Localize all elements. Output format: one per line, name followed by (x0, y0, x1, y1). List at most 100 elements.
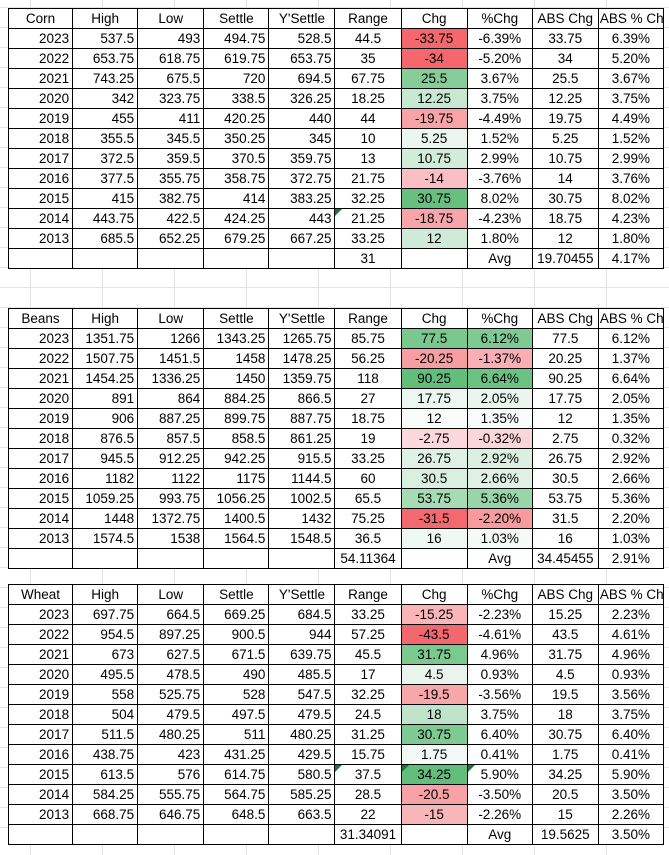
range-cell[interactable]: 13 (334, 148, 402, 169)
chg-cell[interactable]: 1.75 (400, 744, 468, 765)
chg-cell[interactable]: 31.75 (400, 644, 468, 665)
range-cell[interactable]: 45.5 (334, 644, 402, 665)
abschg-cell[interactable]: 5.25 (531, 128, 599, 149)
low-cell[interactable]: 1336.25 (137, 368, 205, 389)
abschg-cell[interactable]: 34 (531, 48, 599, 69)
column-header[interactable]: Range (334, 8, 402, 29)
year-cell[interactable]: 2013 (7, 228, 74, 249)
column-header[interactable]: Y'Settle (268, 308, 336, 329)
abspctchg-cell[interactable]: 4.49% (597, 108, 665, 129)
settle-cell[interactable]: 1400.5 (203, 508, 270, 529)
chg-cell[interactable]: -2.75 (400, 428, 468, 449)
abschg-cell[interactable]: 17.75 (531, 388, 599, 409)
avg-abspctchg-cell[interactable]: 4.17% (597, 248, 665, 269)
abspctchg-cell[interactable]: 1.80% (597, 228, 665, 249)
empty-cell[interactable] (72, 548, 139, 569)
pctchg-cell[interactable]: -4.61% (466, 624, 533, 645)
abspctchg-cell[interactable]: 4.61% (597, 624, 665, 645)
table-title-cell[interactable]: Beans (7, 308, 74, 329)
table-title-cell[interactable]: Wheat (7, 584, 74, 605)
chg-cell[interactable]: 30.75 (400, 724, 468, 745)
year-cell[interactable]: 2022 (7, 624, 74, 645)
settle-cell[interactable]: 648.5 (203, 804, 270, 825)
chg-cell[interactable]: 17.75 (400, 388, 468, 409)
low-cell[interactable]: 355.75 (137, 168, 205, 189)
ysettle-cell[interactable]: 372.75 (268, 168, 336, 189)
column-header[interactable]: %Chg (466, 8, 533, 29)
chg-cell[interactable]: 90.25 (400, 368, 468, 389)
pctchg-cell[interactable]: 5.36% (466, 488, 533, 509)
chg-cell[interactable]: -14 (400, 168, 468, 189)
settle-cell[interactable]: 564.75 (203, 784, 270, 805)
high-cell[interactable]: 372.5 (72, 148, 139, 169)
year-cell[interactable]: 2022 (7, 48, 74, 69)
column-header[interactable]: Chg (400, 308, 468, 329)
pctchg-cell[interactable]: 2.05% (466, 388, 533, 409)
abspctchg-cell[interactable]: 8.02% (597, 188, 665, 209)
ysettle-cell[interactable]: 1359.75 (268, 368, 336, 389)
settle-cell[interactable]: 679.25 (203, 228, 270, 249)
low-cell[interactable]: 345.5 (137, 128, 205, 149)
settle-cell[interactable]: 884.25 (203, 388, 270, 409)
settle-cell[interactable]: 720 (203, 68, 270, 89)
column-header[interactable]: Low (137, 8, 205, 29)
year-cell[interactable]: 2015 (7, 188, 74, 209)
ysettle-cell[interactable]: 429.5 (268, 744, 336, 765)
pctchg-cell[interactable]: -3.76% (466, 168, 533, 189)
year-cell[interactable]: 2021 (7, 644, 74, 665)
high-cell[interactable]: 443.75 (72, 208, 139, 229)
abspctchg-cell[interactable]: 2.99% (597, 148, 665, 169)
high-cell[interactable]: 697.75 (72, 604, 139, 625)
empty-cell[interactable] (203, 824, 270, 845)
abspctchg-cell[interactable]: 4.96% (597, 644, 665, 665)
abspctchg-cell[interactable]: 3.76% (597, 168, 665, 189)
year-cell[interactable]: 2021 (7, 68, 74, 89)
abspctchg-cell[interactable]: 3.75% (597, 704, 665, 725)
pctchg-cell[interactable]: 6.40% (466, 724, 533, 745)
low-cell[interactable]: 1451.5 (137, 348, 205, 369)
pctchg-cell[interactable]: 4.96% (466, 644, 533, 665)
abspctchg-cell[interactable]: 6.40% (597, 724, 665, 745)
abschg-cell[interactable]: 19.75 (531, 108, 599, 129)
abschg-cell[interactable]: 43.5 (531, 624, 599, 645)
settle-cell[interactable]: 1343.25 (203, 328, 270, 349)
chg-cell[interactable]: -31.5 (400, 508, 468, 529)
abspctchg-cell[interactable]: 5.20% (597, 48, 665, 69)
settle-cell[interactable]: 424.25 (203, 208, 270, 229)
chg-cell[interactable]: -20.25 (400, 348, 468, 369)
ysettle-cell[interactable]: 944 (268, 624, 336, 645)
empty-cell[interactable] (268, 824, 336, 845)
abschg-cell[interactable]: 33.75 (531, 28, 599, 49)
year-cell[interactable]: 2019 (7, 684, 74, 705)
settle-cell[interactable]: 1175 (203, 468, 270, 489)
settle-cell[interactable]: 431.25 (203, 744, 270, 765)
ysettle-cell[interactable]: 694.5 (268, 68, 336, 89)
low-cell[interactable]: 480.25 (137, 724, 205, 745)
settle-cell[interactable]: 528 (203, 684, 270, 705)
range-cell[interactable]: 32.25 (334, 684, 402, 705)
chg-cell[interactable]: -15.25 (400, 604, 468, 625)
pctchg-cell[interactable]: -3.50% (466, 784, 533, 805)
chg-cell[interactable]: 5.25 (400, 128, 468, 149)
ysettle-cell[interactable]: 663.5 (268, 804, 336, 825)
ysettle-cell[interactable]: 866.5 (268, 388, 336, 409)
column-header[interactable]: Range (334, 308, 402, 329)
range-cell[interactable]: 10 (334, 128, 402, 149)
low-cell[interactable]: 493 (137, 28, 205, 49)
chg-cell[interactable]: 10.75 (400, 148, 468, 169)
low-cell[interactable]: 323.75 (137, 88, 205, 109)
pctchg-cell[interactable]: 3.67% (466, 68, 533, 89)
ysettle-cell[interactable]: 547.5 (268, 684, 336, 705)
low-cell[interactable]: 887.25 (137, 408, 205, 429)
settle-cell[interactable]: 899.75 (203, 408, 270, 429)
avg-label-cell[interactable]: Avg (466, 548, 533, 569)
range-cell[interactable]: 118 (334, 368, 402, 389)
chg-cell[interactable]: -15 (400, 804, 468, 825)
abspctchg-cell[interactable]: 1.37% (597, 348, 665, 369)
low-cell[interactable]: 525.75 (137, 684, 205, 705)
year-cell[interactable]: 2015 (7, 764, 74, 785)
year-cell[interactable]: 2022 (7, 348, 74, 369)
range-cell[interactable]: 33.25 (334, 228, 402, 249)
chg-cell[interactable]: 18 (400, 704, 468, 725)
low-cell[interactable]: 627.5 (137, 644, 205, 665)
